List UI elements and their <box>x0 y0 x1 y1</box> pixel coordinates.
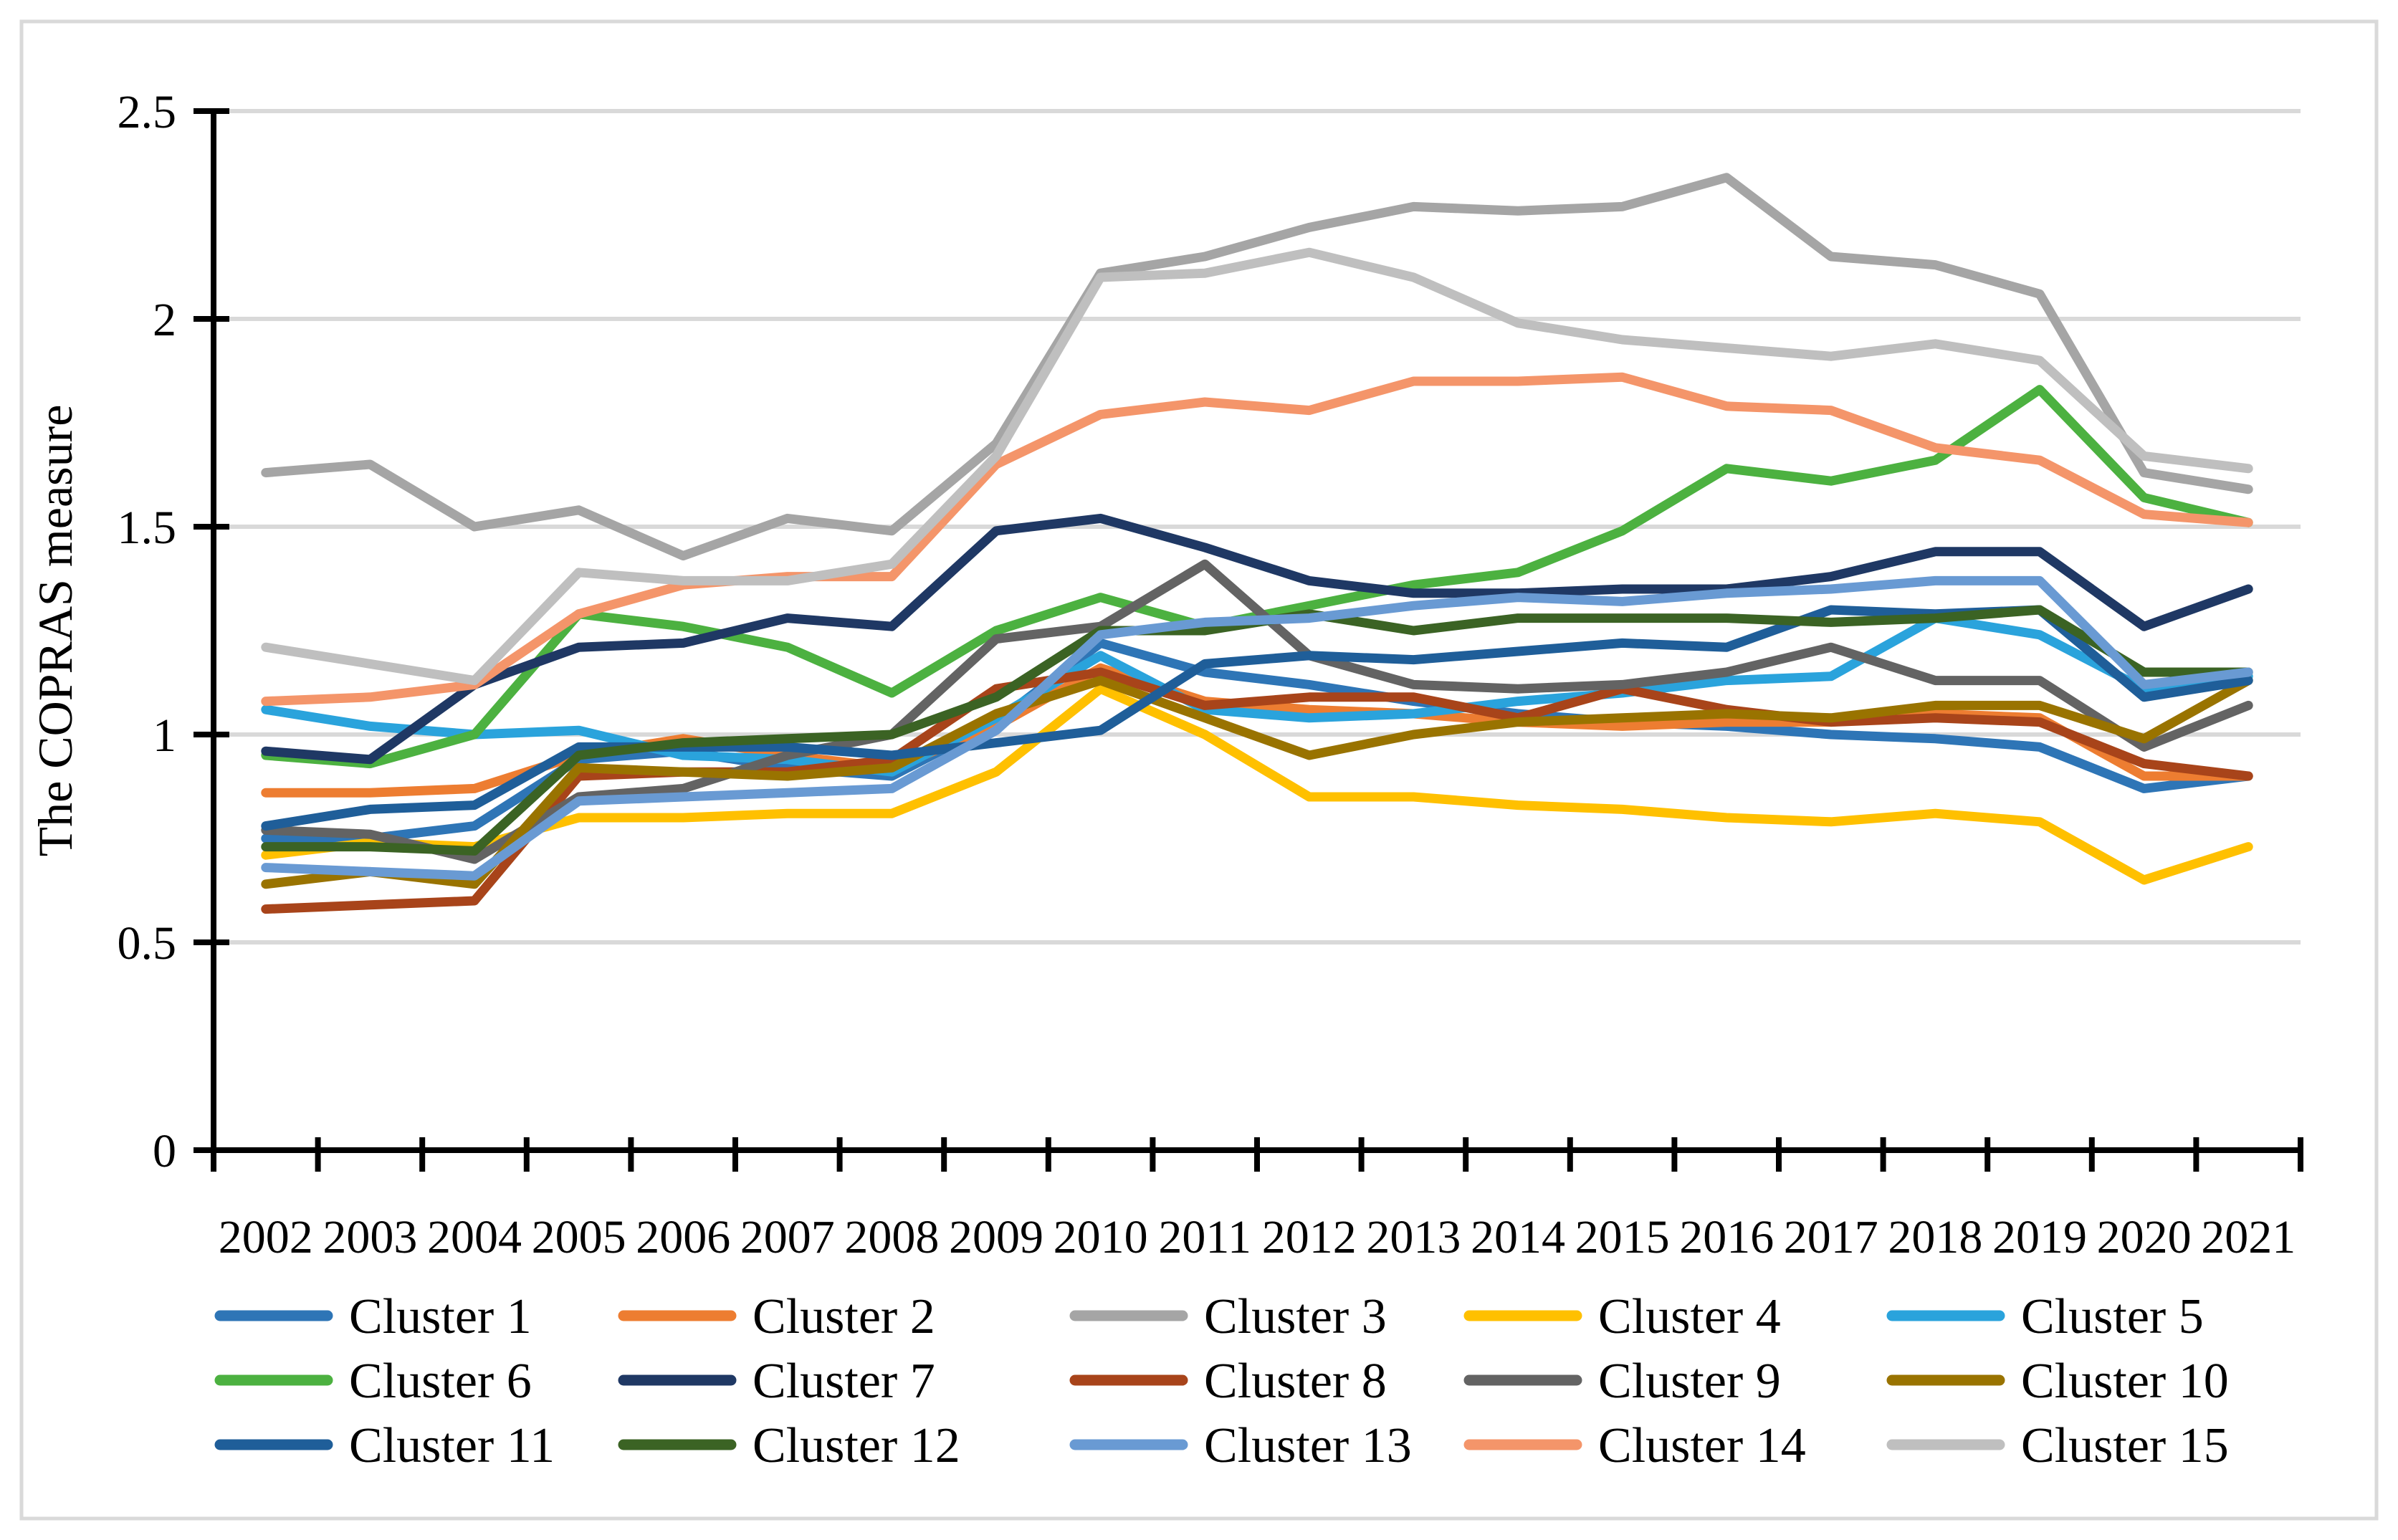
series-line-cluster-1 <box>261 638 2253 843</box>
x-tick-label-2007: 2007 <box>740 1211 835 1263</box>
legend-label: Cluster 13 <box>1204 1418 1412 1473</box>
x-tick-label-2006: 2006 <box>636 1211 730 1263</box>
x-tick-label-2008: 2008 <box>844 1211 939 1263</box>
y-tick-label: 0.5 <box>118 917 177 970</box>
series-line-cluster-5 <box>261 613 2253 777</box>
x-tick-label-2018: 2018 <box>1888 1211 1982 1263</box>
y-tick-label: 1 <box>153 709 176 762</box>
x-tick-label-2020: 2020 <box>2097 1211 2192 1263</box>
legend-item-cluster-13: Cluster 13 <box>1069 1418 1412 1473</box>
series-line-cluster-10 <box>261 676 2253 889</box>
legend-item-cluster-11: Cluster 11 <box>214 1418 555 1473</box>
series-line-cluster-8 <box>261 667 2253 914</box>
legend-label: Cluster 10 <box>2021 1354 2229 1409</box>
legend-item-cluster-15: Cluster 15 <box>1886 1418 2229 1473</box>
x-tick-label-2011: 2011 <box>1158 1211 1251 1263</box>
series-line-cluster-11 <box>261 605 2253 831</box>
x-tick-label-2003: 2003 <box>323 1211 417 1263</box>
legend-item-cluster-5: Cluster 5 <box>1886 1289 2204 1344</box>
legend-label: Cluster 8 <box>1204 1354 1387 1409</box>
legend-label: Cluster 9 <box>1598 1354 1781 1409</box>
series-line-cluster-14 <box>261 372 2253 707</box>
legend-label: Cluster 6 <box>349 1354 532 1409</box>
x-tick-label-2017: 2017 <box>1784 1211 1878 1263</box>
axes <box>194 108 2303 1172</box>
legend-label: Cluster 14 <box>1598 1418 1806 1473</box>
legend-item-cluster-9: Cluster 9 <box>1463 1354 1781 1409</box>
series-line-cluster-13 <box>261 575 2253 881</box>
series-line-cluster-7 <box>261 513 2253 765</box>
legend-item-cluster-3: Cluster 3 <box>1069 1289 1387 1344</box>
legend-label: Cluster 7 <box>753 1354 935 1409</box>
legend: Cluster 1 Cluster 2 Cluster 3 Cluster 4 Clus… <box>214 1289 2229 1473</box>
legend-item-cluster-7: Cluster 7 <box>618 1354 935 1409</box>
x-tick-label-2009: 2009 <box>949 1211 1043 1263</box>
x-tick-label-2005: 2005 <box>532 1211 626 1263</box>
axis-labels: 0 0.5 1 1.5 2 2.5 2002 2003 2004 2005 2006 2007 2008… <box>118 86 2296 1263</box>
legend-item-cluster-6: Cluster 6 <box>214 1354 532 1409</box>
legend-item-cluster-4: Cluster 4 <box>1463 1289 1781 1344</box>
series-line-cluster-15 <box>261 247 2253 686</box>
y-axis-title: The COPRAS measure <box>28 405 82 857</box>
y-tick-label: 1.5 <box>118 502 177 554</box>
legend-label: Cluster 5 <box>2021 1289 2204 1344</box>
legend-label: Cluster 1 <box>349 1289 532 1344</box>
series-lines <box>261 173 2253 914</box>
x-tick-label-2002: 2002 <box>219 1211 313 1263</box>
x-tick-label-2015: 2015 <box>1575 1211 1670 1263</box>
x-tick-label-2013: 2013 <box>1366 1211 1461 1263</box>
legend-item-cluster-12: Cluster 12 <box>618 1418 960 1473</box>
legend-item-cluster-1: Cluster 1 <box>214 1289 532 1344</box>
x-tick-label-2012: 2012 <box>1262 1211 1357 1263</box>
series-line-cluster-4 <box>261 684 2253 885</box>
figure-border <box>19 19 2379 1521</box>
legend-label: Cluster 11 <box>349 1418 555 1473</box>
y-tick-label: 0 <box>153 1125 176 1177</box>
x-tick-label-2014: 2014 <box>1471 1211 1565 1263</box>
y-tick-label: 2.5 <box>118 86 177 138</box>
y-tick-label: 2 <box>153 294 176 346</box>
legend-label: Cluster 12 <box>753 1418 960 1473</box>
legend-label: Cluster 4 <box>1598 1289 1781 1344</box>
legend-item-cluster-2: Cluster 2 <box>618 1289 935 1344</box>
x-tick-label-2004: 2004 <box>427 1211 522 1263</box>
legend-item-cluster-8: Cluster 8 <box>1069 1354 1387 1409</box>
x-tick-label-2016: 2016 <box>1679 1211 1774 1263</box>
series-line-cluster-9 <box>261 559 2253 864</box>
legend-label: Cluster 3 <box>1204 1289 1387 1344</box>
x-tick-label-2021: 2021 <box>2201 1211 2296 1263</box>
series-line-cluster-3 <box>261 173 2253 561</box>
x-tick-label-2010: 2010 <box>1054 1211 1148 1263</box>
legend-label: Cluster 15 <box>2021 1418 2229 1473</box>
legend-label: Cluster 2 <box>753 1289 935 1344</box>
legend-item-cluster-14: Cluster 14 <box>1463 1418 1806 1473</box>
figure-border-rect <box>19 19 2379 1521</box>
legend-item-cluster-10: Cluster 10 <box>1886 1354 2229 1409</box>
x-tick-label-2019: 2019 <box>1992 1211 2087 1263</box>
